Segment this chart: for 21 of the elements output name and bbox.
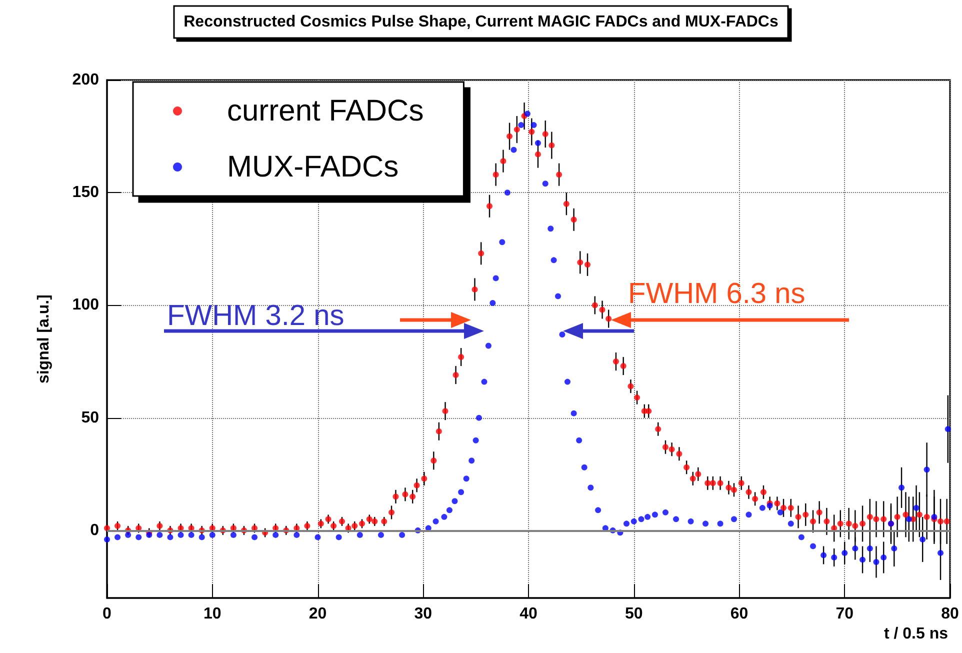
x-tick-label: 40 — [520, 606, 538, 622]
y-tick-label: 150 — [72, 184, 100, 202]
x-tick-label: 60 — [730, 606, 748, 622]
x-tick-label: 0 — [102, 606, 112, 622]
y-tick-label: 200 — [72, 72, 100, 88]
y-tick-label: 50 — [81, 409, 100, 426]
y-tick-label: 100 — [72, 296, 100, 314]
x-tick-label: 10 — [203, 606, 222, 622]
x-tick-label: 70 — [836, 606, 854, 622]
annotation: FWHM 6.3 ns — [628, 278, 806, 310]
y-tick-label: 0 — [90, 522, 100, 539]
legend-label: current FADCs — [227, 94, 424, 128]
chart-title: Reconstructed Cosmics Pulse Shape, Current MAGIC FADCs and MUX-FADCs — [184, 14, 778, 30]
x-tick-label: 20 — [308, 606, 327, 622]
x-tick-label: 50 — [624, 606, 643, 622]
legend-label: MUX-FADCs — [227, 150, 399, 184]
y-axis-title: signal [a.u.] — [36, 294, 52, 384]
x-tick-label: 30 — [414, 606, 432, 622]
x-tick-label: 80 — [941, 606, 959, 622]
x-axis-title: t / 0.5 ns — [884, 626, 948, 642]
annotation: FWHM 3.2 ns — [167, 300, 344, 332]
